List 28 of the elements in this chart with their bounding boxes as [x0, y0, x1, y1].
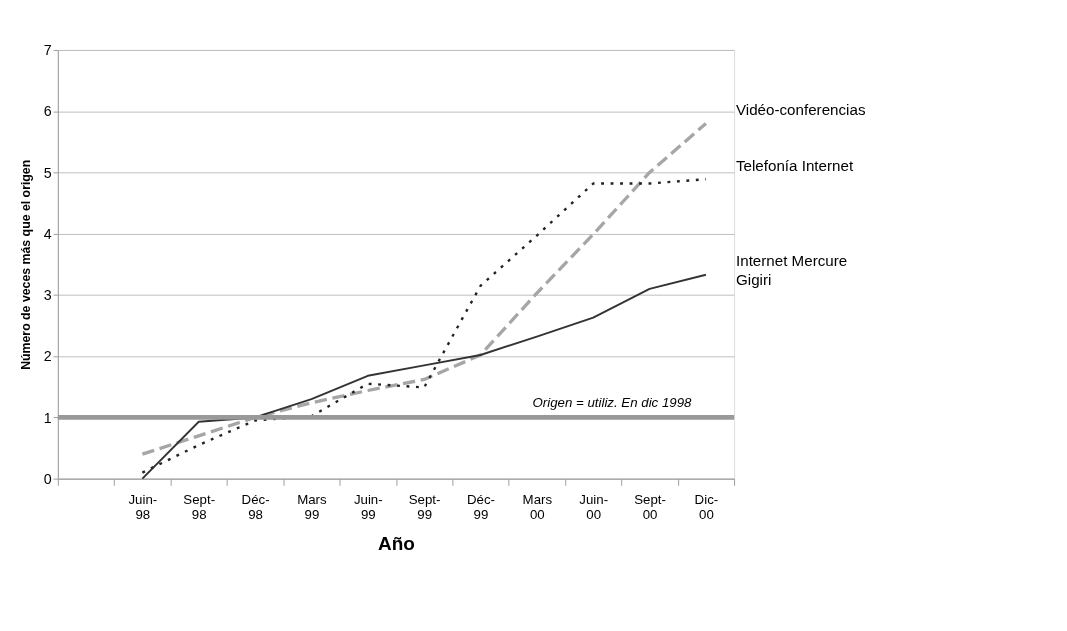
x-tick-label: Mars 00 — [522, 491, 553, 522]
series-label: Internet Mercure Gigiri — [735, 252, 848, 289]
x-tick-label: Mars 99 — [297, 491, 328, 522]
y-tick-label: 6 — [43, 103, 52, 120]
x-tick-label: Déc-99 — [466, 491, 495, 522]
x-tick-label: Sept-98 — [183, 491, 216, 522]
y-tick-label: 2 — [43, 348, 52, 365]
x-tick-label: Dic-00 — [694, 491, 719, 522]
x-tick-label: Juin-99 — [353, 491, 383, 522]
x-tick-label: Sept-99 — [408, 491, 441, 522]
line-series — [140, 121, 708, 456]
y-tick-label: 5 — [43, 164, 52, 181]
series-label: Telefonía Internet — [735, 156, 854, 174]
x-tick-label: Juin-98 — [128, 491, 158, 522]
ref-line-label: Origen = utiliz. En dic 1998 — [532, 395, 693, 411]
x-tick-label: Déc-98 — [241, 491, 270, 522]
y-axis-title: Número de veces más que el origen — [18, 159, 33, 370]
series-label: Vidéo-conferencias — [735, 100, 866, 118]
x-axis-title: Año — [378, 533, 415, 555]
line-series — [141, 273, 707, 480]
y-tick-label: 4 — [43, 225, 52, 242]
y-tick-label: 7 — [43, 42, 52, 59]
y-tick-label: 0 — [43, 470, 52, 487]
y-tick-label: 3 — [43, 287, 52, 304]
line-series — [141, 178, 708, 474]
x-tick-label: Sept-00 — [634, 491, 666, 522]
y-tick-label: 1 — [43, 409, 52, 426]
x-tick-label: Juin-00 — [579, 491, 609, 522]
